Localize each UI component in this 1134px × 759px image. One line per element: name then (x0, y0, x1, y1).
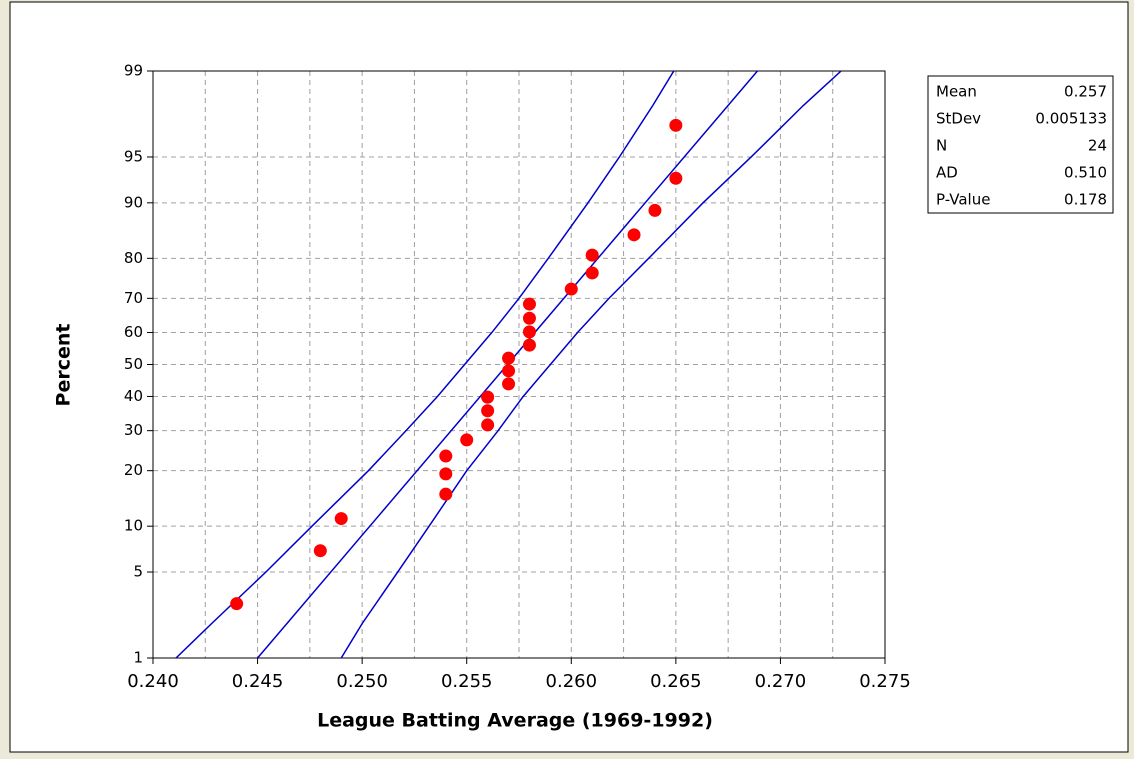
stats-value: 0.257 (1064, 83, 1107, 101)
stats-label: P-Value (936, 191, 990, 209)
y-tick-label: 20 (124, 461, 143, 479)
data-point (481, 390, 495, 404)
data-point (585, 266, 599, 280)
y-tick-label: 90 (124, 193, 143, 211)
data-point (460, 433, 474, 447)
data-point (669, 118, 683, 132)
y-tick-label: 40 (124, 387, 143, 405)
x-tick-label: 0.255 (441, 671, 493, 692)
x-tick-label: 0.275 (859, 671, 911, 692)
data-point (230, 597, 244, 611)
y-tick-label: 10 (124, 517, 143, 535)
stats-box (927, 75, 1114, 214)
data-point (481, 418, 495, 432)
y-tick-label: 1 (133, 649, 143, 667)
data-point (439, 449, 453, 463)
data-point (522, 297, 536, 311)
x-tick-label: 0.265 (650, 671, 702, 692)
stats-value: 0.510 (1064, 164, 1107, 182)
line-upper (340, 71, 842, 658)
data-point (502, 377, 516, 391)
data-point (481, 404, 495, 418)
y-tick-label: 60 (124, 323, 143, 341)
x-tick-label: 0.260 (546, 671, 598, 692)
y-tick-label: 95 (124, 147, 143, 165)
stats-value: 24 (1088, 137, 1107, 155)
data-point (313, 544, 327, 558)
stats-label: AD (936, 164, 958, 182)
data-point (585, 248, 599, 262)
y-tick-label: 50 (124, 355, 143, 373)
data-point (648, 203, 662, 217)
y-axis-label: Percent (53, 324, 75, 407)
stats-label: N (936, 137, 947, 155)
y-tick-label: 80 (124, 249, 143, 267)
data-point (564, 282, 578, 296)
x-tick-label: 0.270 (755, 671, 807, 692)
data-point (334, 512, 348, 526)
y-tick-label: 70 (124, 289, 143, 307)
stats-value: 0.005133 (1035, 110, 1107, 128)
data-point (439, 467, 453, 481)
x-tick-label: 0.240 (127, 671, 179, 692)
y-tick-label: 30 (124, 421, 143, 439)
x-tick-label: 0.245 (232, 671, 284, 692)
data-point (522, 311, 536, 325)
data-point (502, 364, 516, 378)
y-tick-label: 99 (124, 62, 143, 80)
stats-label: Mean (936, 83, 977, 101)
data-point (522, 325, 536, 339)
y-tick-label: 5 (133, 563, 143, 581)
data-point (502, 351, 516, 365)
x-tick-label: 0.250 (336, 671, 388, 692)
stats-value: 0.178 (1064, 191, 1107, 209)
data-point (627, 228, 641, 242)
line-lower (175, 71, 675, 658)
x-axis-label: League Batting Average (1969-1992) (317, 710, 713, 732)
data-point (439, 487, 453, 501)
data-point (669, 171, 683, 185)
stats-label: StDev (936, 110, 981, 128)
data-point (522, 338, 536, 352)
